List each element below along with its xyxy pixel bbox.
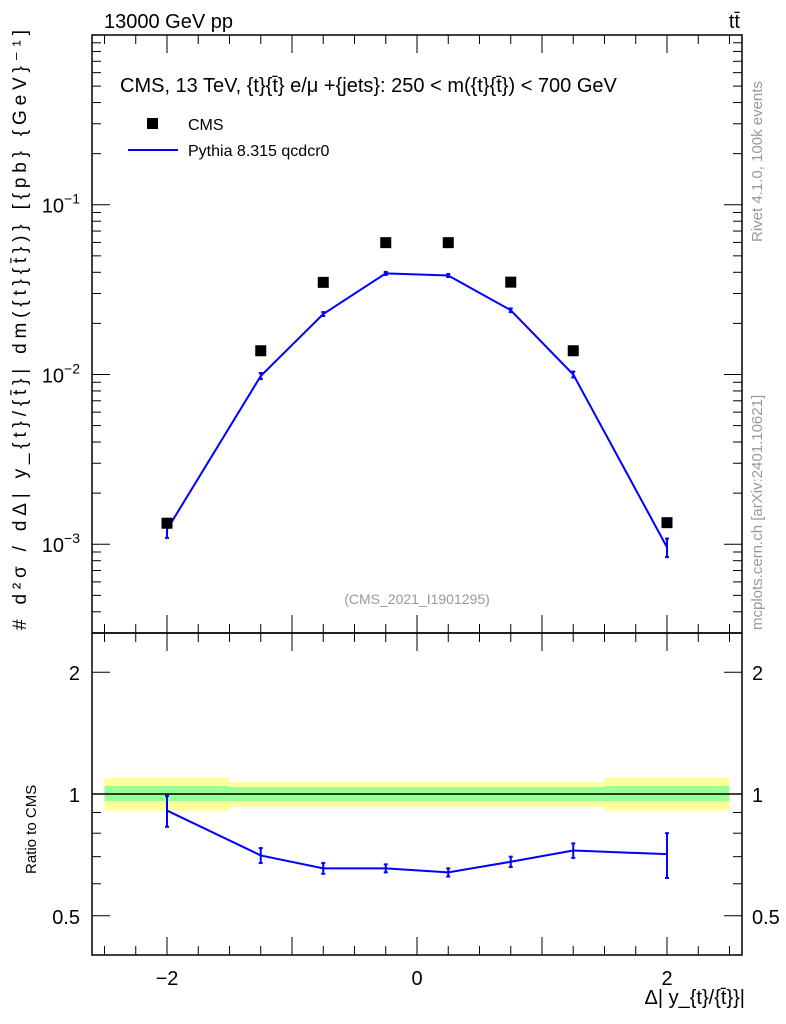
ratio-y-tick-label: 0.5 <box>52 907 80 929</box>
ratio-y-tick-label: 1 <box>69 785 80 807</box>
ratio-y-tick-label-right: 1 <box>752 785 763 807</box>
cms-data-point <box>161 517 173 529</box>
cms-data-point <box>442 237 454 249</box>
legend-cms-label: CMS <box>188 117 224 134</box>
mc-line <box>166 272 668 548</box>
y-axis-label: # d²σ / dΔ| y_{t}/{t̄}| dm({t}{t̄})} [{p… <box>10 30 31 630</box>
x-tick-label: 0 <box>411 968 422 990</box>
ratio-line <box>166 809 668 874</box>
x-tick-label: −2 <box>156 968 179 990</box>
ratio-y-tick-label: 2 <box>69 663 80 685</box>
legend-mc-label: Pythia 8.315 qcdcr0 <box>188 143 330 160</box>
cms-data-point <box>661 517 673 529</box>
analysis-id: (CMS_2021_I1901295) <box>344 591 490 607</box>
y-tick-label: 10−3 <box>42 530 80 557</box>
cms-data-point <box>505 276 517 288</box>
x-tick-label: 2 <box>661 968 672 990</box>
ratio-y-axis-label: Ratio to CMS <box>23 785 40 874</box>
legend-cms-marker <box>147 118 158 129</box>
source-label: mcplots.cern.ch [arXiv:2401.10621] <box>749 395 766 630</box>
cms-data-point <box>380 237 392 249</box>
plot-title: CMS, 13 TeV, {t}{t̄} e/μ +{jets}: 250 < … <box>120 75 618 97</box>
energy-label: 13000 GeV pp <box>104 11 233 33</box>
axis-ticks: −2 0 2 10−1 10−2 10−3 2 2 1 1 0.5 0.5 <box>42 34 780 990</box>
cms-data-point <box>255 345 267 357</box>
x-axis-label: Δ| y_{t}/{t̄}}| <box>645 987 746 1009</box>
cms-data-point <box>567 345 579 357</box>
ratio-uncertainty-bands <box>92 777 742 811</box>
rivet-label: Rivet 4.1.0, 100k events <box>749 81 766 242</box>
process-label: tt̄ <box>729 11 741 33</box>
ratio-y-tick-label-right: 2 <box>752 663 763 685</box>
cms-data-point <box>317 276 329 288</box>
y-tick-label: 10−2 <box>42 360 80 387</box>
data-marks <box>161 237 673 879</box>
ratio-panel-frame <box>91 632 743 956</box>
y-tick-label: 10−1 <box>42 191 80 218</box>
ratio-y-tick-label-right: 0.5 <box>752 907 780 929</box>
